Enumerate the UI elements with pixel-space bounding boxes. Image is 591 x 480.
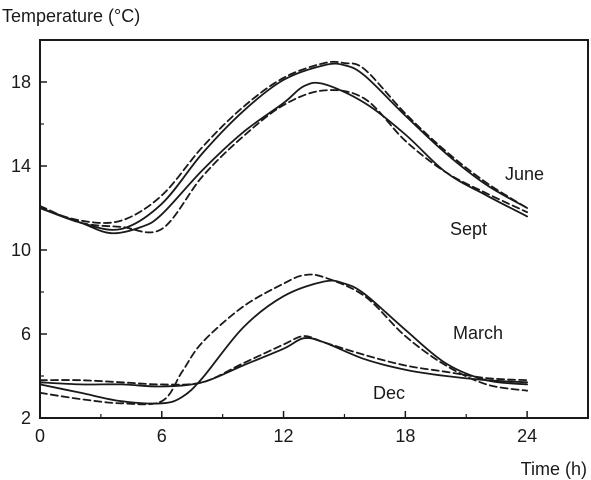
series-label-sept: Sept bbox=[450, 219, 487, 239]
x-tick-label: 0 bbox=[35, 426, 45, 446]
series-line-june-dashed bbox=[39, 60, 529, 224]
y-tick-label: 14 bbox=[11, 156, 31, 176]
x-tick-label: 24 bbox=[517, 426, 537, 446]
series-line-march-solid bbox=[39, 279, 529, 405]
series-line-dec-dashed bbox=[39, 335, 529, 386]
series-group bbox=[39, 60, 529, 406]
series-line-sept-solid bbox=[39, 81, 529, 235]
y-tick-label: 6 bbox=[21, 324, 31, 344]
x-tick-label: 12 bbox=[274, 426, 294, 446]
y-axis-title: Temperature (°C) bbox=[2, 6, 140, 26]
series-line-june-solid bbox=[39, 62, 529, 231]
series-line-dec-solid bbox=[39, 337, 529, 388]
y-tick-label: 18 bbox=[11, 72, 31, 92]
series-line-march-dashed bbox=[39, 273, 529, 406]
x-tick-label: 6 bbox=[157, 426, 167, 446]
y-tick-label: 10 bbox=[11, 240, 31, 260]
series-label-dec: Dec bbox=[373, 383, 405, 403]
series-line-sept-dashed bbox=[39, 89, 529, 234]
tick-group: 0 6 12 18 24 2 6 10 14 18 bbox=[11, 72, 537, 446]
y-tick-label: 2 bbox=[21, 408, 31, 428]
series-label-march: March bbox=[453, 323, 503, 343]
series-label-june: June bbox=[505, 164, 544, 184]
plot-frame bbox=[39, 39, 589, 419]
x-tick-label: 18 bbox=[395, 426, 415, 446]
x-axis-title: Time (h) bbox=[521, 459, 587, 479]
